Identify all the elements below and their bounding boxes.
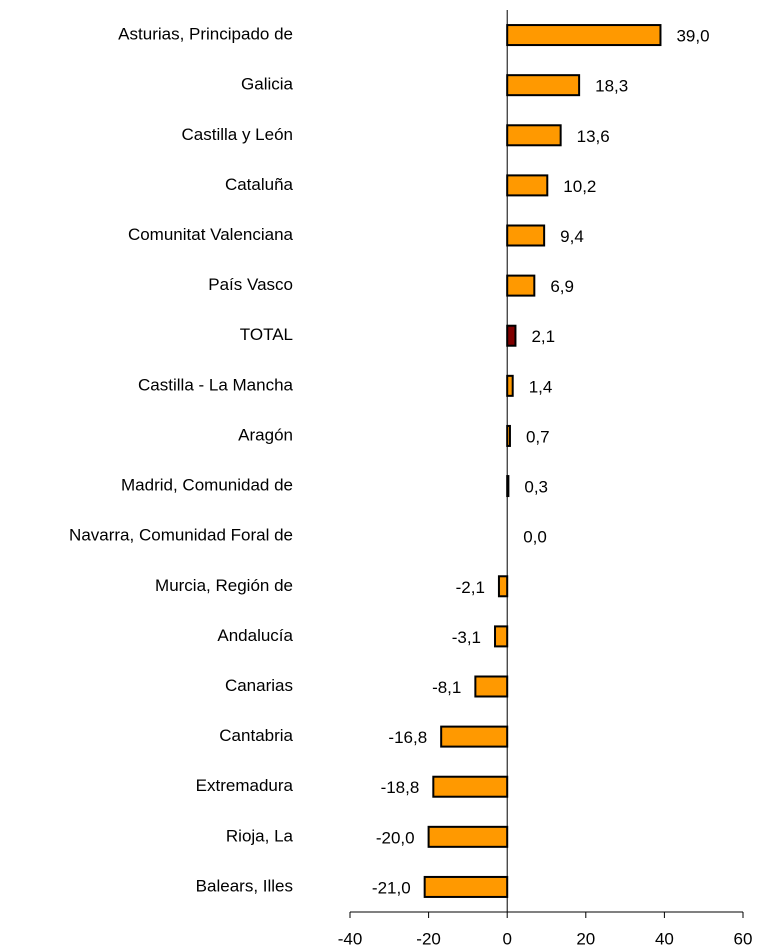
data-label: -16,8 bbox=[388, 728, 427, 747]
bar bbox=[423, 875, 509, 898]
x-tick-label: 20 bbox=[576, 929, 595, 948]
y-tick-label: Navarra, Comunidad Foral de bbox=[69, 526, 293, 545]
bar bbox=[432, 775, 509, 798]
data-label: -20,0 bbox=[376, 828, 415, 847]
data-label: 6,9 bbox=[550, 277, 574, 296]
bar bbox=[494, 625, 509, 648]
data-label: -18,8 bbox=[381, 778, 420, 797]
bar bbox=[506, 224, 546, 247]
data-label: 0,7 bbox=[526, 427, 550, 446]
y-tick-label: Andalucía bbox=[217, 626, 293, 645]
y-tick-label: Castilla y León bbox=[181, 125, 293, 144]
data-label: 13,6 bbox=[577, 127, 610, 146]
data-label: 39,0 bbox=[676, 27, 709, 46]
x-tick-label: 60 bbox=[734, 929, 753, 948]
bar bbox=[427, 825, 509, 848]
bar bbox=[506, 24, 662, 47]
data-label: 1,4 bbox=[529, 377, 553, 396]
y-tick-label: País Vasco bbox=[208, 275, 293, 294]
y-tick-label: Cataluña bbox=[225, 175, 294, 194]
bar bbox=[506, 174, 549, 197]
x-tick-label: 0 bbox=[502, 929, 511, 948]
data-label: -21,0 bbox=[372, 878, 411, 897]
y-tick-label: Murcia, Región de bbox=[155, 576, 293, 595]
x-tick-label: -40 bbox=[338, 929, 363, 948]
x-tick-label: 40 bbox=[655, 929, 674, 948]
data-label: -2,1 bbox=[456, 578, 485, 597]
y-tick-label: TOTAL bbox=[240, 325, 293, 344]
bar bbox=[506, 274, 536, 297]
y-tick-label: Comunitat Valenciana bbox=[128, 225, 294, 244]
y-tick-label: Rioja, La bbox=[226, 826, 294, 845]
data-label: -3,1 bbox=[452, 628, 481, 647]
y-tick-label: Galicia bbox=[241, 75, 294, 94]
y-tick-label: Castilla - La Mancha bbox=[138, 375, 294, 394]
x-tick-label: -20 bbox=[416, 929, 441, 948]
y-tick-label: Cantabria bbox=[219, 726, 293, 745]
data-label: 2,1 bbox=[531, 327, 555, 346]
data-label: -8,1 bbox=[432, 678, 461, 697]
bar bbox=[506, 324, 517, 347]
bar bbox=[474, 675, 509, 698]
data-label: 0,0 bbox=[523, 528, 547, 547]
y-tick-label: Asturias, Principado de bbox=[118, 25, 293, 44]
y-tick-label: Madrid, Comunidad de bbox=[121, 476, 293, 495]
y-tick-label: Extremadura bbox=[196, 776, 294, 795]
data-label: 9,4 bbox=[560, 227, 584, 246]
bar bbox=[506, 74, 581, 97]
bar bbox=[497, 575, 509, 598]
data-label: 18,3 bbox=[595, 77, 628, 96]
y-tick-label: Canarias bbox=[225, 676, 293, 695]
y-tick-label: Balears, Illes bbox=[196, 876, 293, 895]
data-label: 10,2 bbox=[563, 177, 596, 196]
bar bbox=[506, 374, 514, 397]
y-tick-label: Aragón bbox=[238, 425, 293, 444]
bar bbox=[440, 725, 509, 748]
bar bbox=[506, 124, 562, 147]
data-label: 0,3 bbox=[524, 478, 548, 497]
